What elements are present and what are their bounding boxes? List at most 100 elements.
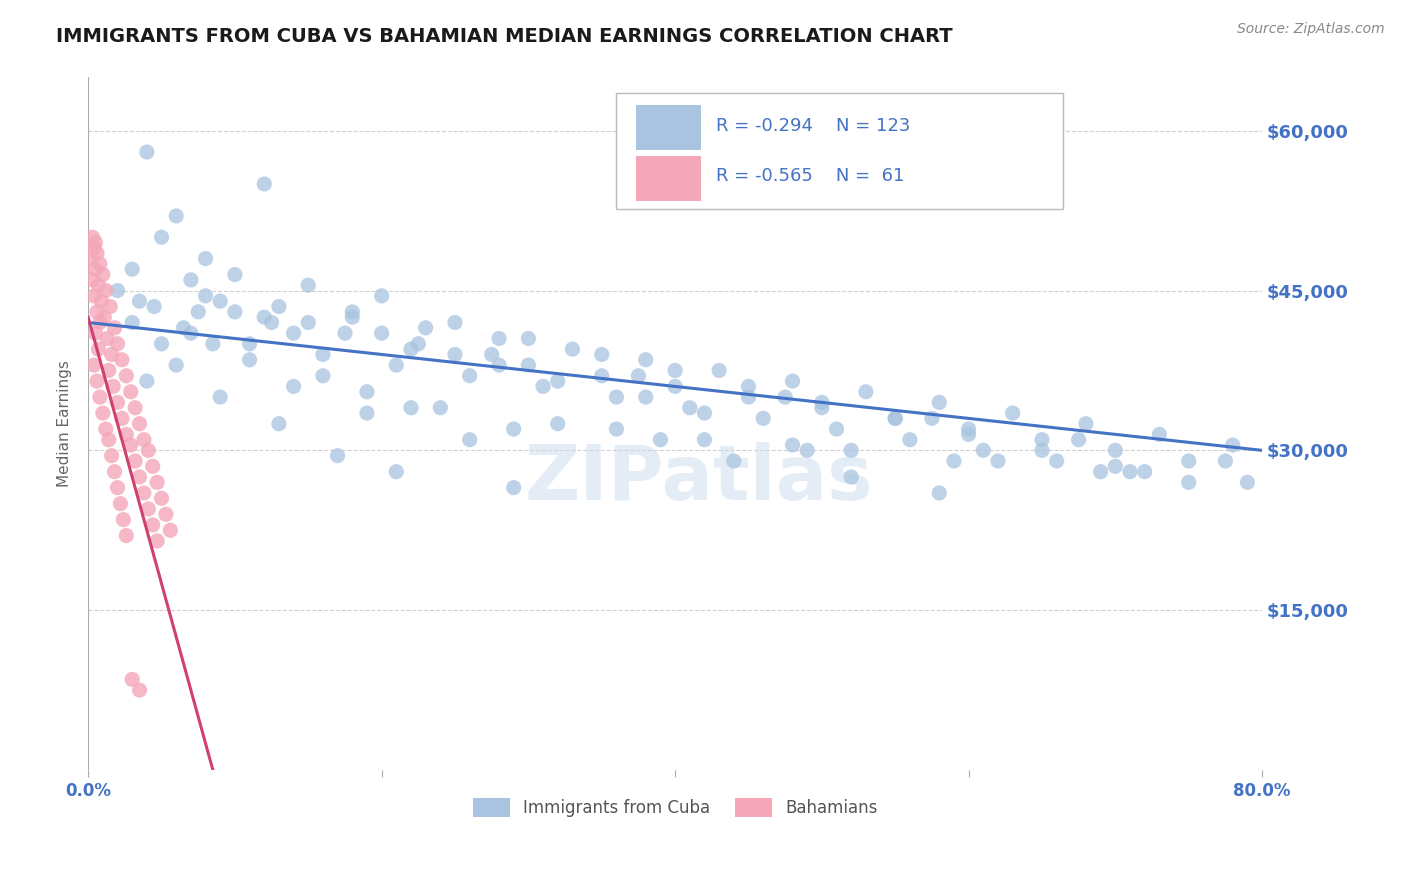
Point: [132, 433, 155, 447]
Point: [1177, 475, 1199, 490]
Text: Source: ZipAtlas.com: Source: ZipAtlas.com: [1237, 22, 1385, 37]
Y-axis label: Median Earnings: Median Earnings: [58, 360, 72, 487]
Point: [547, 417, 569, 431]
Point: [89, 316, 111, 330]
Point: [124, 454, 146, 468]
Point: [928, 486, 950, 500]
Point: [444, 347, 467, 361]
Point: [107, 336, 129, 351]
Point: [752, 411, 775, 425]
Point: [333, 326, 356, 340]
Point: [429, 401, 451, 415]
Point: [811, 395, 834, 409]
Point: [591, 368, 613, 383]
Point: [103, 465, 125, 479]
Point: [121, 316, 143, 330]
Point: [942, 454, 965, 468]
Point: [83, 289, 105, 303]
Point: [531, 379, 554, 393]
Point: [356, 384, 378, 399]
Point: [987, 454, 1010, 468]
Point: [634, 352, 657, 367]
Point: [458, 433, 481, 447]
Point: [737, 390, 759, 404]
Point: [239, 336, 262, 351]
Point: [143, 300, 166, 314]
Point: [693, 433, 716, 447]
Bar: [637, 105, 702, 150]
Point: [1133, 465, 1156, 479]
Point: [97, 433, 120, 447]
Point: [1104, 443, 1126, 458]
Point: [128, 470, 150, 484]
Point: [107, 395, 129, 409]
Point: [101, 379, 124, 393]
Point: [128, 683, 150, 698]
Point: [782, 374, 804, 388]
Point: [517, 331, 540, 345]
Point: [811, 401, 834, 415]
Point: [128, 417, 150, 431]
Point: [121, 262, 143, 277]
Point: [165, 358, 187, 372]
Point: [488, 358, 510, 372]
Point: [91, 406, 114, 420]
Point: [561, 342, 583, 356]
Point: [267, 417, 290, 431]
Point: [135, 374, 157, 388]
Point: [399, 401, 422, 415]
Point: [194, 289, 217, 303]
Point: [128, 294, 150, 309]
Text: IMMIGRANTS FROM CUBA VS BAHAMIAN MEDIAN EARNINGS CORRELATION CHART: IMMIGRANTS FROM CUBA VS BAHAMIAN MEDIAN …: [56, 27, 953, 45]
Point: [1031, 443, 1053, 458]
Point: [1119, 465, 1142, 479]
Point: [194, 252, 217, 266]
Point: [267, 300, 290, 314]
Point: [90, 294, 112, 309]
Point: [605, 422, 627, 436]
Point: [1067, 433, 1090, 447]
Legend: Immigrants from Cuba, Bahamians: Immigrants from Cuba, Bahamians: [467, 791, 884, 824]
Point: [146, 533, 169, 548]
Point: [312, 368, 335, 383]
Point: [91, 268, 114, 282]
Point: [283, 326, 305, 340]
Point: [408, 336, 430, 351]
Point: [1001, 406, 1024, 420]
Point: [605, 390, 627, 404]
Point: [120, 384, 142, 399]
Point: [356, 406, 378, 420]
Point: [796, 443, 818, 458]
Point: [84, 326, 107, 340]
Text: R = -0.294    N = 123: R = -0.294 N = 123: [716, 117, 911, 135]
Point: [107, 284, 129, 298]
Point: [253, 310, 276, 325]
Point: [502, 422, 524, 436]
Point: [209, 390, 232, 404]
Point: [650, 433, 672, 447]
Point: [488, 331, 510, 345]
Point: [87, 342, 110, 356]
Point: [150, 230, 173, 244]
Point: [84, 235, 107, 250]
Point: [1215, 454, 1237, 468]
Point: [103, 321, 125, 335]
Point: [1149, 427, 1171, 442]
Point: [399, 342, 422, 356]
Point: [627, 368, 650, 383]
Point: [84, 262, 107, 277]
Point: [136, 443, 159, 458]
Point: [260, 316, 283, 330]
Point: [1104, 459, 1126, 474]
Point: [782, 438, 804, 452]
Point: [111, 411, 134, 425]
Point: [928, 395, 950, 409]
Point: [115, 528, 138, 542]
Point: [283, 379, 305, 393]
Point: [86, 374, 108, 388]
Point: [370, 326, 392, 340]
Point: [135, 145, 157, 159]
Point: [297, 316, 319, 330]
Point: [89, 257, 111, 271]
Point: [112, 513, 135, 527]
